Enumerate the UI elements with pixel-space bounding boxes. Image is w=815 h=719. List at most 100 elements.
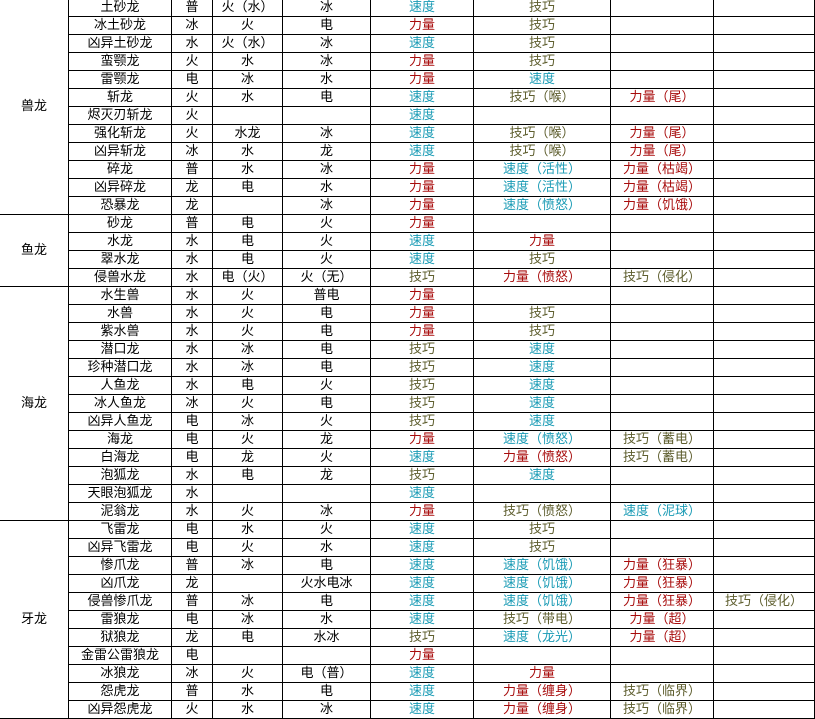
monster-name-cell[interactable]: 水兽 (68, 304, 172, 323)
monster-name-cell[interactable]: 人鱼龙 (68, 376, 172, 395)
monster-name-cell[interactable]: 水生兽 (68, 286, 172, 305)
attr-1-cell[interactable]: 速度 (370, 556, 474, 575)
attr-3-cell[interactable]: 速度（泥球） (610, 502, 714, 521)
element-cell[interactable]: 电 (171, 646, 213, 665)
attr-3-cell[interactable] (610, 0, 714, 17)
attr-4-cell[interactable] (713, 538, 815, 557)
attr-1-cell[interactable]: 速度 (370, 142, 474, 161)
element-cell[interactable]: 水 (171, 502, 213, 521)
attr-1-cell[interactable]: 速度 (370, 484, 474, 503)
weak-2-cell[interactable]: 电（普） (282, 664, 371, 683)
attr-1-cell[interactable]: 技巧 (370, 268, 474, 287)
attr-4-cell[interactable] (713, 250, 815, 269)
attr-3-cell[interactable]: 力量（超） (610, 628, 714, 647)
monster-name-cell[interactable]: 蛮颚龙 (68, 52, 172, 71)
attr-1-cell[interactable]: 速度 (370, 232, 474, 251)
element-cell[interactable]: 龙 (171, 196, 213, 215)
attr-3-cell[interactable]: 技巧（蓄电） (610, 430, 714, 449)
monster-name-cell[interactable]: 冰狼龙 (68, 664, 172, 683)
attr-2-cell[interactable]: 速度（愤怒） (473, 430, 611, 449)
attr-2-cell[interactable]: 力量（缠身） (473, 700, 611, 719)
attr-2-cell[interactable]: 力量 (473, 664, 611, 683)
attr-4-cell[interactable] (713, 106, 815, 125)
attr-3-cell[interactable]: 力量（尾） (610, 142, 714, 161)
weak-1-cell[interactable]: 火 (212, 286, 283, 305)
weak-1-cell[interactable]: 火 (212, 322, 283, 341)
weak-1-cell[interactable]: 火 (212, 16, 283, 35)
weak-2-cell[interactable]: 火 (282, 214, 371, 233)
weak-1-cell[interactable] (212, 196, 283, 215)
attr-4-cell[interactable] (713, 286, 815, 305)
attr-4-cell[interactable] (713, 52, 815, 71)
attr-3-cell[interactable]: 力量（尾） (610, 124, 714, 143)
attr-3-cell[interactable] (610, 358, 714, 377)
attr-3-cell[interactable]: 力量（狂暴） (610, 556, 714, 575)
attr-2-cell[interactable]: 力量 (473, 232, 611, 251)
weak-1-cell[interactable]: 电 (212, 466, 283, 485)
attr-4-cell[interactable] (713, 682, 815, 701)
element-cell[interactable]: 电 (171, 448, 213, 467)
weak-1-cell[interactable]: 冰 (212, 592, 283, 611)
attr-3-cell[interactable] (610, 664, 714, 683)
weak-1-cell[interactable]: 电 (212, 214, 283, 233)
attr-1-cell[interactable]: 技巧 (370, 412, 474, 431)
attr-3-cell[interactable] (610, 394, 714, 413)
attr-2-cell[interactable]: 速度（饥饿） (473, 574, 611, 593)
weak-2-cell[interactable]: 冰 (282, 502, 371, 521)
attr-4-cell[interactable] (713, 322, 815, 341)
attr-2-cell[interactable]: 技巧（愤怒） (473, 502, 611, 521)
attr-2-cell[interactable]: 技巧 (473, 52, 611, 71)
weak-1-cell[interactable]: 水 (212, 160, 283, 179)
weak-2-cell[interactable]: 龙 (282, 466, 371, 485)
attr-1-cell[interactable]: 技巧 (370, 340, 474, 359)
weak-2-cell[interactable]: 火（无） (282, 268, 371, 287)
weak-1-cell[interactable]: 电 (212, 628, 283, 647)
attr-2-cell[interactable]: 技巧 (473, 16, 611, 35)
monster-name-cell[interactable]: 珍种潜口龙 (68, 358, 172, 377)
attr-1-cell[interactable]: 技巧 (370, 358, 474, 377)
monster-name-cell[interactable]: 海龙 (68, 430, 172, 449)
attr-4-cell[interactable] (713, 34, 815, 53)
element-cell[interactable]: 冰 (171, 16, 213, 35)
attr-1-cell[interactable]: 力量 (370, 322, 474, 341)
attr-2-cell[interactable]: 速度 (473, 340, 611, 359)
attr-2-cell[interactable]: 速度（饥饿） (473, 556, 611, 575)
element-cell[interactable]: 水 (171, 376, 213, 395)
attr-4-cell[interactable] (713, 484, 815, 503)
attr-1-cell[interactable]: 速度 (370, 610, 474, 629)
weak-1-cell[interactable] (212, 646, 283, 665)
attr-4-cell[interactable] (713, 304, 815, 323)
attr-2-cell[interactable] (473, 484, 611, 503)
weak-2-cell[interactable]: 电 (282, 304, 371, 323)
weak-1-cell[interactable] (212, 574, 283, 593)
attr-2-cell[interactable]: 速度 (473, 412, 611, 431)
attr-2-cell[interactable]: 力量（愤怒） (473, 268, 611, 287)
element-cell[interactable]: 水 (171, 232, 213, 251)
attr-1-cell[interactable]: 力量 (370, 160, 474, 179)
weak-1-cell[interactable]: 火 (212, 502, 283, 521)
monster-name-cell[interactable]: 凶异斩龙 (68, 142, 172, 161)
weak-2-cell[interactable]: 冰 (282, 0, 371, 17)
attr-4-cell[interactable] (713, 664, 815, 683)
attr-4-cell[interactable] (713, 412, 815, 431)
monster-name-cell[interactable]: 冰土砂龙 (68, 16, 172, 35)
weak-1-cell[interactable]: 火 (212, 664, 283, 683)
weak-2-cell[interactable]: 水冰 (282, 628, 371, 647)
attr-1-cell[interactable]: 力量 (370, 70, 474, 89)
group-label[interactable]: 牙龙 (0, 520, 69, 719)
attr-2-cell[interactable]: 技巧 (473, 538, 611, 557)
group-label[interactable]: 兽龙 (0, 0, 69, 215)
attr-4-cell[interactable] (713, 466, 815, 485)
attr-4-cell[interactable] (713, 610, 815, 629)
attr-2-cell[interactable]: 力量（缠身） (473, 682, 611, 701)
attr-4-cell[interactable] (713, 160, 815, 179)
attr-2-cell[interactable] (473, 646, 611, 665)
attr-3-cell[interactable] (610, 340, 714, 359)
weak-2-cell[interactable] (282, 646, 371, 665)
monster-name-cell[interactable]: 雷颚龙 (68, 70, 172, 89)
weak-1-cell[interactable]: 火（水） (212, 34, 283, 53)
element-cell[interactable]: 水 (171, 286, 213, 305)
monster-name-cell[interactable]: 凶爪龙 (68, 574, 172, 593)
attr-1-cell[interactable]: 速度 (370, 124, 474, 143)
attr-2-cell[interactable]: 速度（愤怒） (473, 196, 611, 215)
